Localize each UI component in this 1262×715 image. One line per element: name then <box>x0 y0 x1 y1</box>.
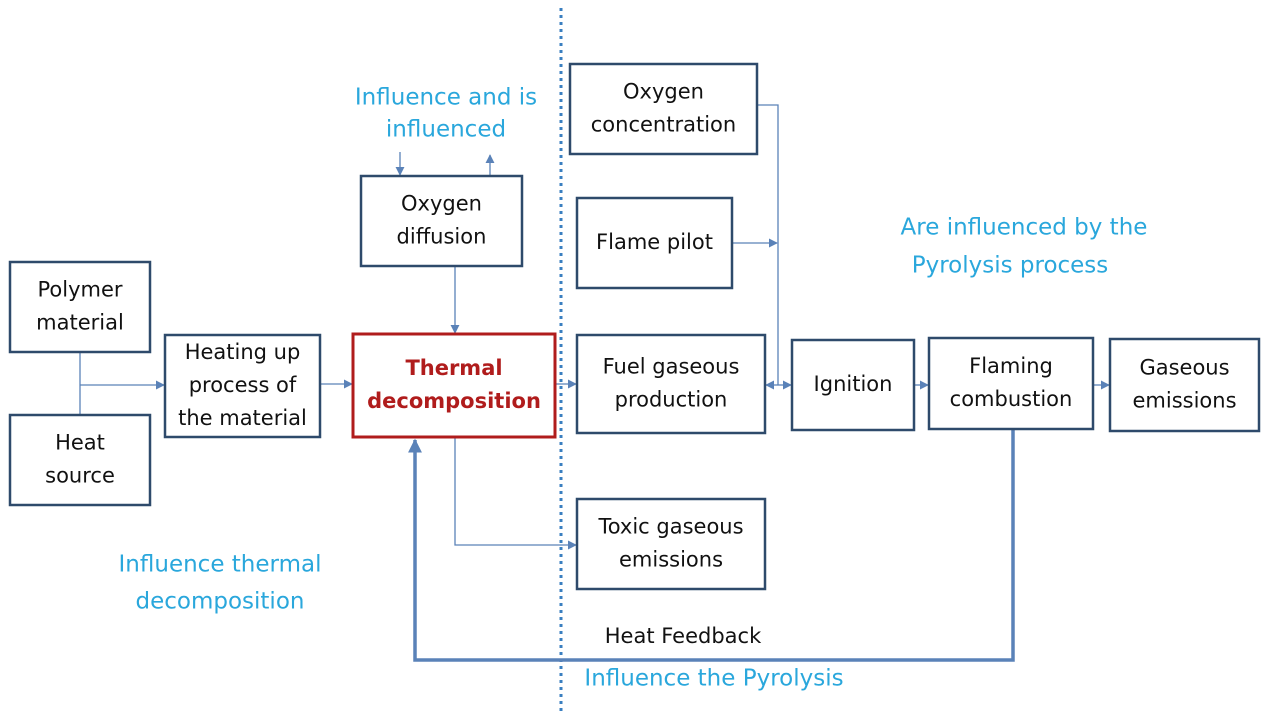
annotation: Influence thermal <box>119 552 322 578</box>
node-box <box>575 497 767 591</box>
node-box <box>790 338 916 432</box>
node: Toxic gaseous emissions <box>575 497 767 591</box>
node-label: Fuel gaseous <box>603 355 740 379</box>
node-box <box>1108 337 1261 433</box>
node-label: Flame pilot <box>596 230 713 254</box>
annotation: decomposition <box>136 589 305 615</box>
node-label: Heat <box>55 431 105 455</box>
node-label: Ignition <box>814 372 893 396</box>
node-label: production <box>615 388 728 412</box>
annotation: influenced <box>386 117 506 143</box>
node: Flaming combustion <box>927 336 1095 431</box>
node-label: Heating up <box>185 340 301 364</box>
node-label: material <box>36 311 124 335</box>
node-label: Gaseous <box>1139 356 1229 380</box>
node-box <box>568 62 759 156</box>
node-box <box>8 260 152 354</box>
node-label: emissions <box>619 548 723 572</box>
connectors <box>79 104 1110 662</box>
annotation: Heat Feedback <box>605 624 762 648</box>
annotation: Pyrolysis process <box>912 253 1109 279</box>
node-label: Oxygen <box>401 192 482 216</box>
node-box <box>8 413 152 507</box>
node-box <box>575 196 734 290</box>
node-label: source <box>45 464 115 488</box>
node-label: Toxic gaseous <box>597 515 743 539</box>
node-box <box>359 174 524 268</box>
node: Heat source <box>8 413 152 507</box>
node-label: Oxygen <box>623 80 704 104</box>
annotation: Are influenced by the <box>901 215 1148 241</box>
node: Heating up process of the material <box>163 333 322 439</box>
node: Flame pilot <box>575 196 734 290</box>
node-label: concentration <box>591 113 736 137</box>
node-label: process of <box>189 373 297 397</box>
node: Oxygen diffusion <box>359 174 524 268</box>
node-label: combustion <box>950 387 1073 411</box>
node-box <box>163 333 322 439</box>
node-label: Thermal <box>405 356 502 380</box>
node: Fuel gaseous production <box>575 333 767 435</box>
node: Thermal decomposition <box>351 332 557 439</box>
node: Gaseous emissions <box>1108 337 1261 433</box>
node-label: diffusion <box>397 225 487 249</box>
annotation: Influence the Pyrolysis <box>584 666 843 692</box>
node-label: Flaming <box>969 354 1053 378</box>
node-label: decomposition <box>367 389 541 413</box>
node-box <box>351 332 557 439</box>
node: Ignition <box>790 338 916 432</box>
annotation: Influence and is <box>355 85 537 111</box>
node-label: Polymer <box>37 278 122 302</box>
node-box <box>575 333 767 435</box>
node: Polymer material <box>8 260 152 354</box>
node-label: the material <box>178 406 307 430</box>
node: Oxygen concentration <box>568 62 759 156</box>
node-box <box>927 336 1095 431</box>
node-label: emissions <box>1132 389 1236 413</box>
